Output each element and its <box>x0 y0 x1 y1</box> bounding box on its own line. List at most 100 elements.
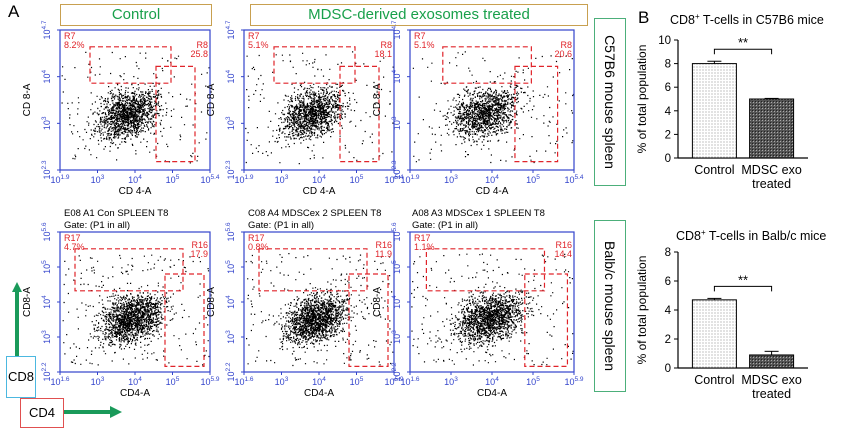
y-tick-label: 104 <box>391 69 402 83</box>
y-axis-label: CD8-A <box>22 287 33 317</box>
y-tick-label: 103 <box>41 116 52 130</box>
y-tick-label: 102.3 <box>225 160 236 179</box>
x-tick-label: 105.9 <box>564 376 583 387</box>
cd8-arrow <box>12 282 22 362</box>
gate-label: R7 <box>64 31 76 41</box>
y-tick-label: 2 <box>665 334 671 346</box>
x-tick-label: 104 <box>485 174 499 185</box>
cd4-legend-box: CD4 <box>20 398 64 428</box>
y-tick-label: 10 <box>658 35 671 47</box>
x-tick-label: 105.9 <box>200 376 219 387</box>
x-tick-label: 101.6 <box>50 376 69 387</box>
bar <box>749 98 795 159</box>
y-tick-label: 104 <box>225 295 236 309</box>
y-tick-label: 105 <box>391 260 402 274</box>
bar <box>691 299 737 369</box>
y-tick-label: 104 <box>225 69 236 83</box>
y-tick-label: 2 <box>665 129 671 141</box>
x-axis-label: CD4-A <box>120 388 150 399</box>
flow-plot-5-title: C08 A4 MDSCex 2 SPLEEN T8 Gate: (P1 in al… <box>248 208 382 231</box>
significance-label: ** <box>738 35 748 50</box>
x-tick-label: 103 <box>91 174 105 185</box>
y-tick-label: 102.2 <box>391 362 402 381</box>
x-tick-label: 104 <box>485 376 499 387</box>
y-tick-label: 6 <box>665 276 671 288</box>
gate-R7 <box>273 46 356 84</box>
y-tick-label: 8 <box>665 247 671 259</box>
x-tick-label: 101.6 <box>234 376 253 387</box>
y-tick-label: 103 <box>225 330 236 344</box>
gate-label: R8 <box>196 40 208 50</box>
x-tick-label: 103 <box>275 174 289 185</box>
gate-label: R7 <box>248 31 260 41</box>
panel-label-b: B <box>638 8 650 27</box>
x-axis-label: CD 4-A <box>119 186 152 197</box>
gate-R7 <box>442 46 532 84</box>
gate-value: 11.9 <box>375 249 392 259</box>
x-tick-label: 105 <box>526 376 540 387</box>
gate-label: R17 <box>64 233 81 243</box>
side-label-c57b6: C57B6 mouse spleen <box>594 18 626 186</box>
y-tick-label: 104.7 <box>41 20 52 39</box>
y-axis-label: CD 8-A <box>22 83 33 116</box>
x-tick-label: 105.4 <box>384 174 403 185</box>
y-tick-label: 8 <box>665 59 671 71</box>
y-tick-label: 102.2 <box>41 362 52 381</box>
gate-label: R16 <box>191 240 208 250</box>
bar-chart-1: 0 2 4 6 8 10 % of total population Control MDSC … <box>635 35 808 191</box>
gate-R16 <box>164 273 205 368</box>
significance-bracket <box>713 285 773 292</box>
gate-R17 <box>258 248 368 292</box>
x-tick-label: 103 <box>444 376 458 387</box>
x-tick-label: 105.4 <box>200 174 219 185</box>
y-tick-label: 105.6 <box>391 222 402 241</box>
x-tick-label: 101.6 <box>400 376 419 387</box>
x-axis-label: CD 4-A <box>476 186 509 197</box>
y-axis-label: CD 8-A <box>206 83 217 116</box>
control-header: Control <box>60 4 212 26</box>
category-label: Control <box>694 373 734 387</box>
panel-label-a: A <box>8 2 20 21</box>
y-tick-label: 4 <box>665 305 672 317</box>
flow-plot-frame <box>409 231 575 373</box>
bar-chart-1-title: CD8+ T-cells in C57B6 mice <box>670 12 824 28</box>
bar <box>691 63 737 159</box>
flow-plot-4-title: E08 A1 Con SPLEEN T8 Gate: (P1 in all) <box>64 208 169 231</box>
flow-plot-events <box>411 253 574 366</box>
gate-value: 8.2% <box>64 40 85 50</box>
category-label: MDSC exo <box>741 373 801 387</box>
y-axis-label: % of total population <box>635 45 649 154</box>
x-tick-label: 104 <box>128 174 142 185</box>
gate-value: 1.1% <box>414 242 435 252</box>
y-tick-label: 103 <box>391 330 402 344</box>
gate-label: R17 <box>248 233 265 243</box>
y-tick-label: 104.7 <box>391 20 402 39</box>
y-tick-label: 102.3 <box>391 160 402 179</box>
x-tick-label: 105.9 <box>384 376 403 387</box>
y-tick-label: 102.2 <box>225 362 236 381</box>
x-tick-label: 105 <box>350 376 364 387</box>
y-axis-label: CD 8-A <box>372 83 383 116</box>
y-tick-label: 105 <box>41 260 52 274</box>
x-tick-label: 104 <box>312 174 326 185</box>
gate-label: R17 <box>414 233 431 243</box>
y-axis-label: CD8-A <box>372 287 383 317</box>
gate-R17 <box>74 248 184 292</box>
gate-R16 <box>348 273 389 368</box>
gate-value: 18.1 <box>374 49 392 59</box>
y-tick-label: 104 <box>391 295 402 309</box>
y-tick-label: 104 <box>41 295 52 309</box>
y-tick-label: 103 <box>41 330 52 344</box>
gate-value: 5.1% <box>414 40 435 50</box>
category-label: treated <box>752 387 791 401</box>
x-tick-label: 101.9 <box>400 174 419 185</box>
significance-bracket <box>713 48 773 55</box>
bar <box>749 354 795 369</box>
x-tick-label: 103 <box>444 174 458 185</box>
x-tick-label: 105 <box>166 174 180 185</box>
